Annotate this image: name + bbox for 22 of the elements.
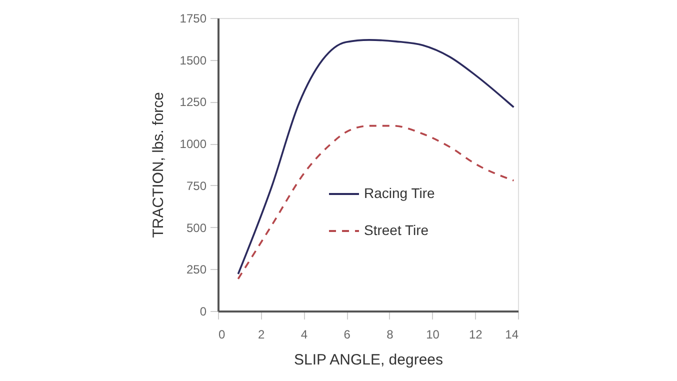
x-tick-label: 2 (258, 328, 266, 342)
y-tick-label: 750 (186, 178, 207, 193)
y-tick-label: 500 (186, 220, 207, 235)
legend-label: Racing Tire (364, 185, 436, 201)
legend-label: Street Tire (364, 222, 429, 238)
line-series (237, 39, 515, 275)
y-tick-label: 1750 (180, 12, 207, 26)
y-tick-label: 1500 (180, 53, 207, 68)
y-tick-label: 1250 (180, 95, 207, 110)
x-tick-label: 0 (218, 328, 226, 342)
x-tick-label: 6 (344, 328, 351, 342)
line-series (237, 124, 515, 280)
x-tick-label: 14 (505, 328, 519, 342)
y-tick-label: 1000 (180, 137, 207, 152)
y-tick-label: 250 (186, 262, 207, 277)
x-tick-label: 10 (426, 328, 440, 342)
x-tick-label: 8 (386, 328, 394, 342)
x-tick-label: 4 (300, 328, 308, 342)
x-axis-title: SLIP ANGLE, degrees (294, 352, 443, 368)
y-tick-label: 0 (200, 304, 207, 318)
y-axis-title: TRACTION, lbs. force (150, 92, 167, 238)
x-tick-label: 12 (468, 328, 483, 342)
